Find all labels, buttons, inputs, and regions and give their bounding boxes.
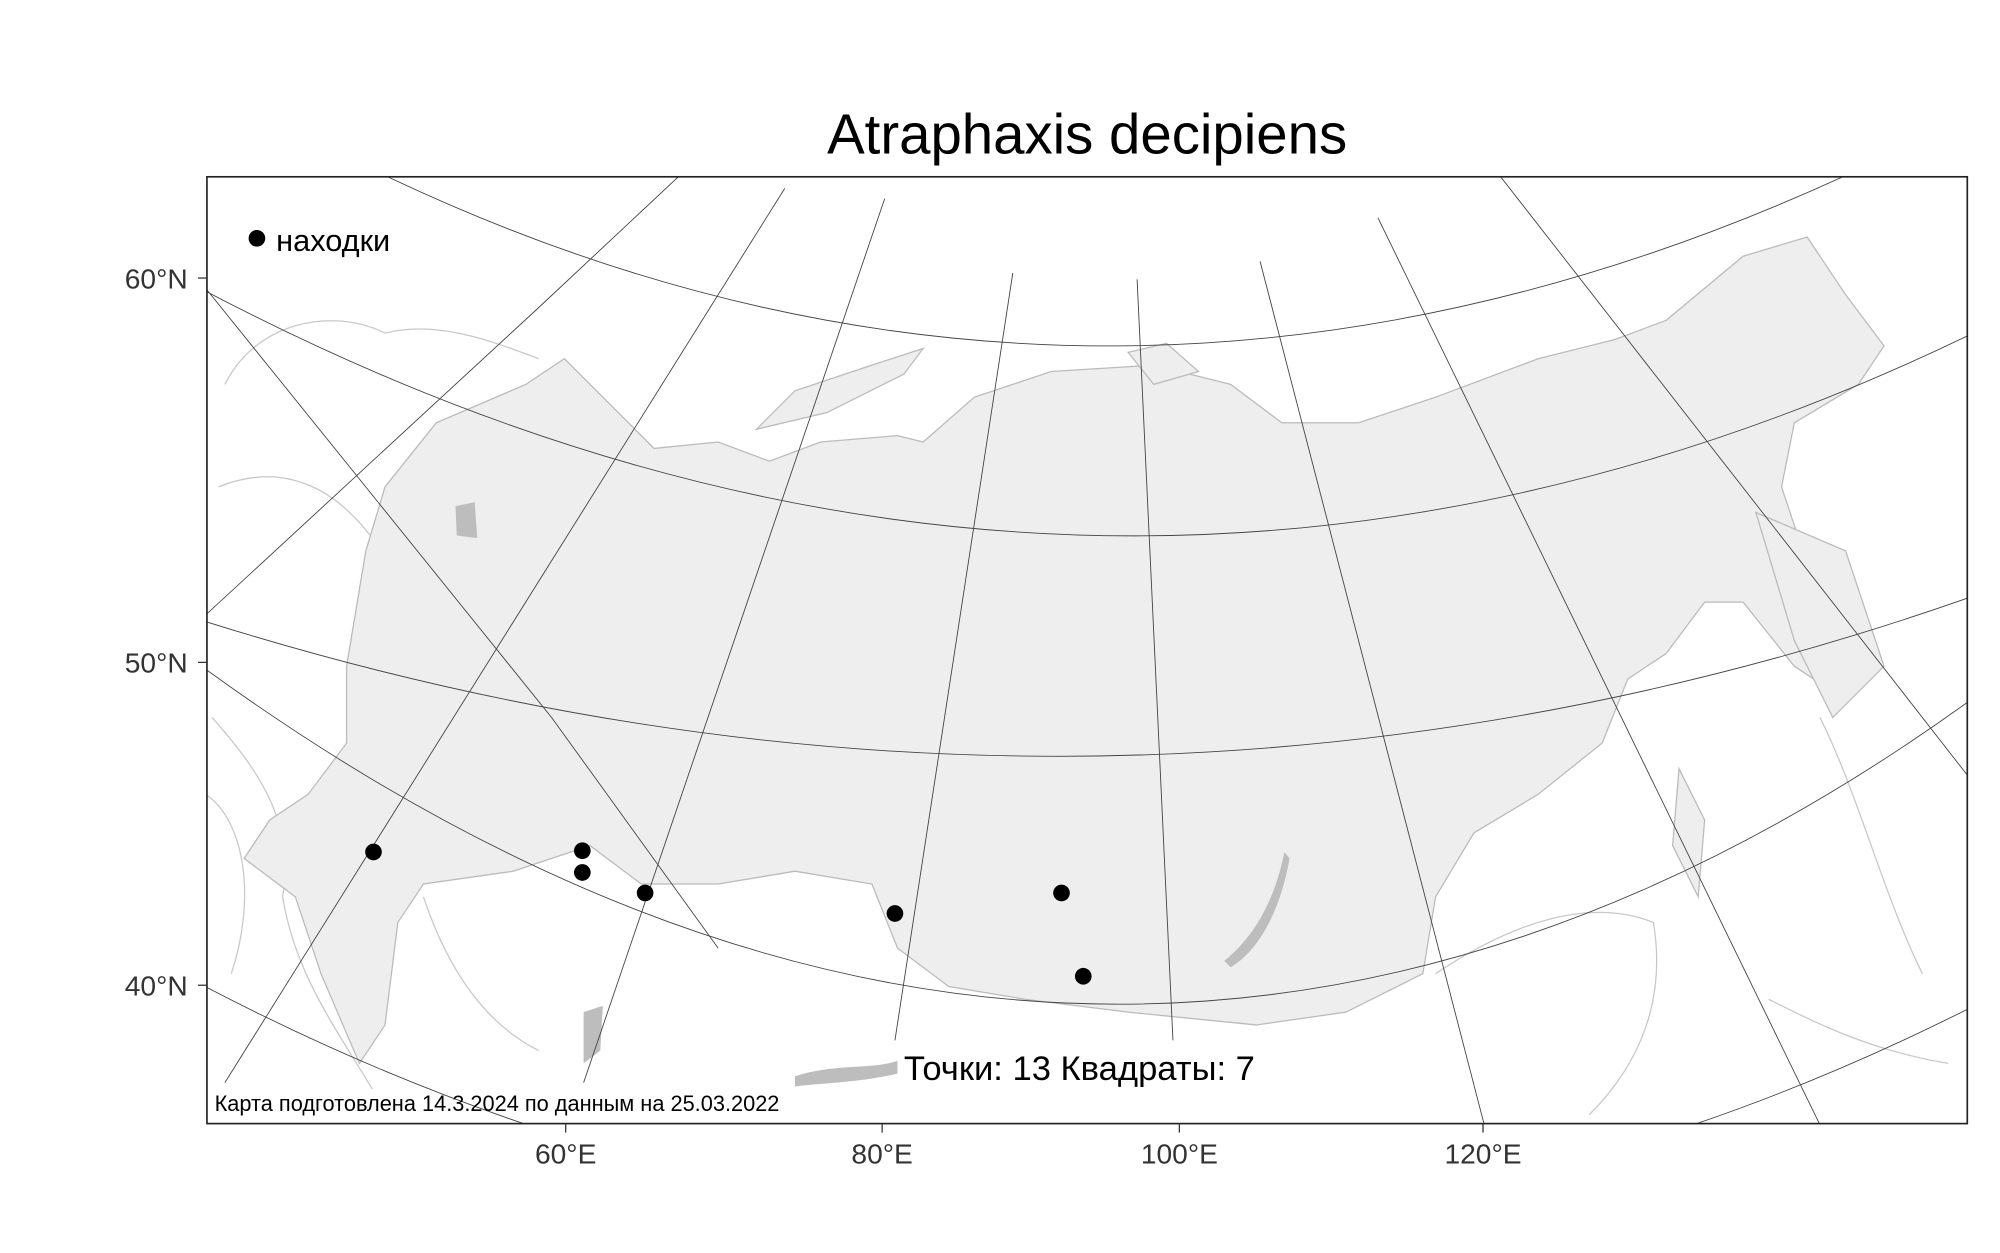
parallel-70n <box>386 176 1844 347</box>
meridian-80e <box>894 272 1014 1041</box>
lat-tick-label: 50°N <box>125 647 188 679</box>
meridian-30e <box>206 176 679 615</box>
severnaya-zemlya <box>1126 342 1200 386</box>
legend-marker-icon <box>248 229 266 247</box>
map-frame <box>206 175 1969 1125</box>
caspian-sea <box>583 1005 603 1064</box>
lon-axis <box>565 1123 1484 1133</box>
lon-tick-label: 100°E <box>1141 1137 1218 1169</box>
parallel-60n <box>206 291 1968 537</box>
lon-tick-label: 80°E <box>851 1137 912 1169</box>
lake-baikal <box>1224 851 1290 968</box>
occurrence-points <box>365 842 1092 985</box>
occurrence-point <box>636 884 654 902</box>
occurrence-point <box>574 842 591 860</box>
meridian-160e <box>1500 176 1968 776</box>
meridian-140e <box>1377 217 1820 1124</box>
stats-summary: Точки: 13 Квадраты: 7 <box>904 1050 1255 1088</box>
lat-tick-label: 60°N <box>125 262 188 294</box>
legend-label: находки <box>276 223 390 258</box>
russia-territory <box>243 236 1885 1065</box>
map-area: находки Точки: 13 Квадраты: 7 Карта подг… <box>206 176 1968 1124</box>
occurrence-point <box>1074 967 1092 985</box>
lon-tick-label: 120°E <box>1444 1137 1521 1169</box>
novaya-zemlya <box>754 347 925 431</box>
europe-coastline <box>206 320 540 1090</box>
lon-tick-label: 60°E <box>535 1137 596 1169</box>
meridian-50e <box>206 289 719 949</box>
asia-coastline <box>1435 717 1949 1116</box>
meridian-120e <box>1259 261 1485 1124</box>
lake-onega <box>455 502 478 539</box>
lat-axis <box>197 277 207 986</box>
meridian-40e <box>224 188 786 1083</box>
meridian-60e <box>583 198 886 1083</box>
map-title: Atraphaxis decipiens <box>827 103 1347 166</box>
meridian-100e <box>1136 279 1174 1041</box>
kamchatka <box>1754 511 1885 719</box>
lake-balkhash <box>795 1060 898 1087</box>
parallel-30n <box>206 986 1968 1124</box>
credit-note: Карта подготовлена 14.3.2024 по данным н… <box>215 1091 780 1116</box>
lat-tick-label: 40°N <box>125 969 188 1001</box>
occurrence-point <box>574 864 591 881</box>
parallel-40n <box>206 669 1968 1005</box>
occurrence-point <box>1053 884 1070 902</box>
occurrence-point <box>886 905 904 922</box>
occurrence-point <box>365 843 382 861</box>
